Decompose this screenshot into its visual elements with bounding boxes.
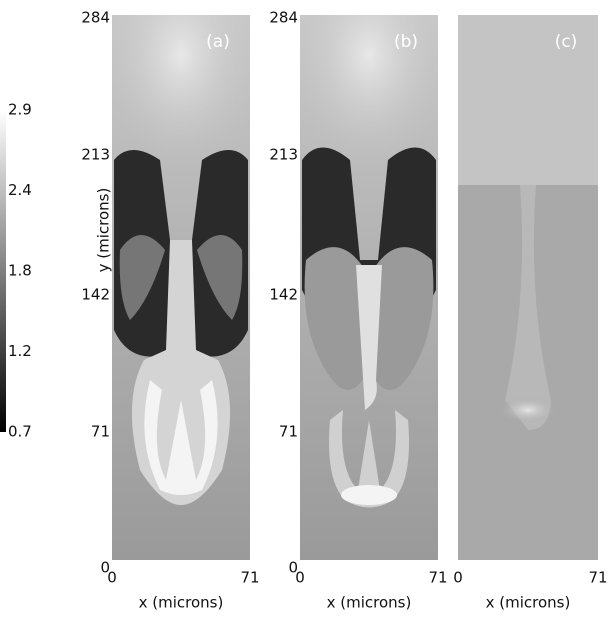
y-tick-label: 142 xyxy=(81,286,110,304)
y-axis-label: y (microns) xyxy=(95,188,113,273)
figure: 2.9 2.4 1.8 1.2 0.7 (a) 284 213 142 71 0 0 71 x (micr… xyxy=(0,0,615,615)
x-tick-label: 0 xyxy=(453,569,463,587)
colorbar-tick-label: 2.9 xyxy=(8,101,32,119)
x-tick-label: 71 xyxy=(428,569,447,587)
panel-b-field xyxy=(300,15,438,560)
x-axis-label: x (microns) xyxy=(139,594,224,612)
colorbar-tick-label: 0.7 xyxy=(8,423,32,441)
colorbar xyxy=(0,110,6,432)
x-axis-label: x (microns) xyxy=(486,594,571,612)
colorbar-tick-label: 1.2 xyxy=(8,342,32,360)
y-tick-label: 142 xyxy=(269,286,298,304)
y-tick-label: 213 xyxy=(269,146,298,164)
panel-label: (c) xyxy=(555,32,578,52)
y-tick-label: 213 xyxy=(81,146,110,164)
x-tick-label: 71 xyxy=(588,569,607,587)
y-tick-label: 71 xyxy=(91,423,110,441)
x-axis-label: x (microns) xyxy=(327,594,412,612)
x-tick-label: 0 xyxy=(295,569,305,587)
x-tick-label: 71 xyxy=(240,569,259,587)
panel-label: (a) xyxy=(206,32,230,52)
panel-a-field xyxy=(112,15,250,560)
y-tick-label: 71 xyxy=(279,423,298,441)
x-tick-label: 0 xyxy=(107,569,117,587)
y-tick-label: 284 xyxy=(81,9,110,27)
colorbar-tick-label: 2.4 xyxy=(8,181,32,199)
colorbar-tick-label: 1.8 xyxy=(8,262,32,280)
page: {"colorbar": {"ticks": ["2.9", "2.4", "1… xyxy=(0,0,615,619)
panel-label: (b) xyxy=(394,32,418,52)
y-tick-label: 284 xyxy=(269,9,298,27)
panel-c-field xyxy=(458,15,598,560)
